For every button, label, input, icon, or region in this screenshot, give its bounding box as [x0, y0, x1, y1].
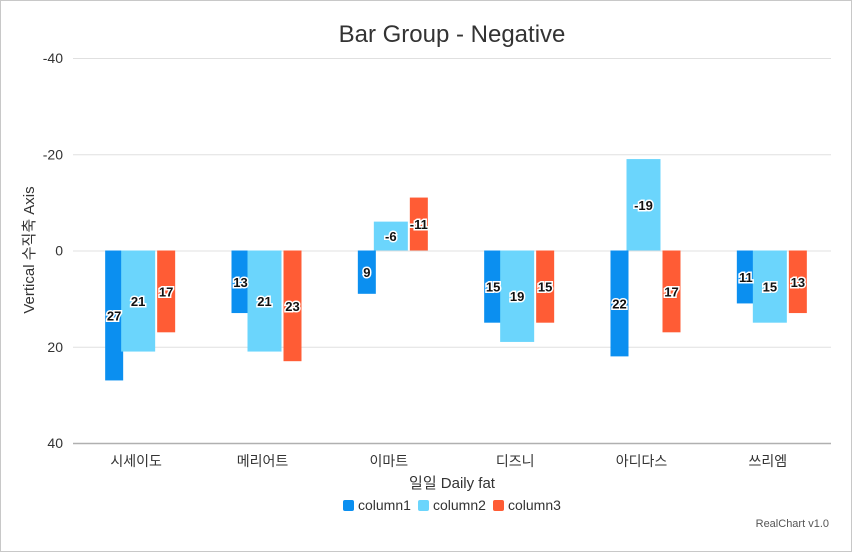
x-tick-label: 시세이도: [110, 453, 162, 469]
bar-column2: [752, 250, 787, 323]
bar-column3: [409, 197, 428, 251]
x-axis-title: 일일 Daily fat: [409, 475, 496, 492]
data-label: 15: [763, 280, 777, 295]
data-label: 13: [791, 275, 805, 290]
chart-title: Bar Group - Negative: [339, 21, 566, 48]
credit-label: RealChart v1.0: [756, 518, 829, 530]
y-tick-label: 40: [47, 435, 63, 451]
data-label: 23: [285, 299, 299, 314]
data-labels: 27 21 17 13 21 23 9 -6 -11 15 19 15 22 -19 17 11 15 13: [105, 196, 806, 325]
x-tick-label: 디즈니: [496, 453, 535, 469]
data-label: 15: [538, 280, 552, 295]
bar-column3: [536, 250, 555, 323]
bar-column3: [283, 250, 302, 362]
bar-column3: [157, 250, 176, 333]
data-label: 17: [159, 284, 173, 299]
y-tick-label: 20: [47, 339, 63, 355]
grid-lines: [73, 58, 831, 348]
legend-label: column1: [358, 497, 411, 513]
legend-label: column3: [508, 497, 561, 513]
data-label: 21: [257, 294, 271, 309]
data-label: 17: [664, 284, 678, 299]
data-label: 11: [739, 270, 753, 285]
bar-column2: [373, 221, 408, 251]
bar-column2: [121, 250, 156, 352]
data-label: 13: [233, 275, 247, 290]
bar-column1: [105, 250, 124, 381]
bar-column3: [662, 250, 681, 333]
bar-column2: [500, 250, 535, 342]
legend-swatch: [493, 500, 504, 511]
y-tick-label: -40: [43, 50, 63, 66]
y-axis-title: Vertical 수직축 Axis: [21, 186, 38, 313]
data-label: 9: [363, 265, 370, 280]
x-tick-label: 메리어트: [237, 453, 289, 469]
x-tick-label: 쓰리엠: [749, 453, 788, 469]
bar-column2: [626, 159, 661, 251]
bar-column1: [736, 250, 755, 304]
data-label: -6: [385, 229, 397, 244]
bars: [105, 159, 807, 381]
y-axis-ticks: -40 -20 0 20 40: [43, 50, 63, 451]
legend-swatch: [418, 500, 429, 511]
bar-column1: [231, 250, 250, 314]
legend: column1 column2 column3: [343, 497, 561, 513]
y-tick-label: -20: [43, 146, 63, 162]
legend-swatch: [343, 500, 354, 511]
data-label: 22: [612, 296, 626, 311]
bar-column1: [484, 250, 503, 323]
x-tick-label: 아디다스: [616, 453, 668, 469]
legend-item-column2[interactable]: column2: [418, 497, 486, 513]
data-label: 19: [510, 289, 524, 304]
x-tick-label: 이마트: [370, 453, 409, 469]
y-tick-label: 0: [55, 243, 63, 259]
bar-column3: [788, 250, 807, 314]
bar-column1: [610, 250, 629, 357]
data-label: 15: [486, 280, 500, 295]
data-label: 21: [131, 294, 145, 309]
legend-item-column1[interactable]: column1: [343, 497, 411, 513]
data-label: 27: [107, 308, 121, 323]
bar-column1: [357, 250, 376, 294]
data-label: -11: [410, 217, 428, 232]
legend-item-column3[interactable]: column3: [493, 497, 561, 513]
data-label: -19: [634, 198, 653, 213]
legend-label: column2: [433, 497, 486, 513]
bar-column2: [247, 250, 282, 352]
x-axis-categories: 시세이도 메리어트 이마트 디즈니 아디다스 쓰리엠: [110, 453, 787, 469]
